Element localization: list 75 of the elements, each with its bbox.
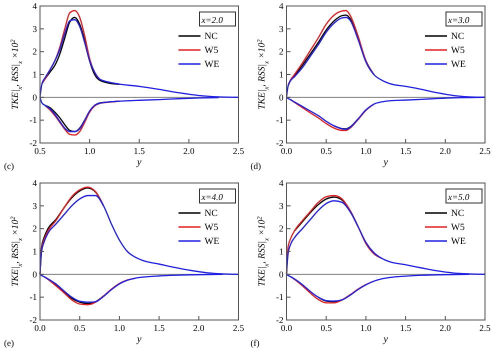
x-tick-label: 1.5 — [134, 146, 146, 156]
legend-title: x=5.0 — [447, 192, 470, 202]
x-tick-label: 2.5 — [232, 146, 245, 156]
y-tick-label: -2 — [276, 314, 284, 325]
x-axis-title: y — [382, 157, 389, 168]
text: (c) — [4, 161, 14, 171]
legend-title: x=4.0 — [200, 192, 224, 202]
y-tick-label: 4 — [279, 178, 284, 188]
y-tick-label: 1 — [279, 246, 284, 256]
x-axis-title: y — [382, 334, 389, 345]
y-tick-label: 1 — [32, 69, 37, 80]
x-tick-label: 1.5 — [153, 323, 166, 333]
y-tick-label: -1 — [30, 115, 37, 126]
x-tick-label: 1.5 — [400, 323, 412, 333]
legend-label: NC — [451, 209, 464, 220]
x-axis-title: y — [136, 157, 142, 168]
legend-label: W5 — [204, 46, 218, 56]
x-tick-label: 1.0 — [114, 323, 126, 333]
y-tick-label: -1 — [276, 115, 284, 126]
y-tick-label: 0 — [279, 269, 284, 280]
x-tick-label: 2.5 — [479, 146, 492, 156]
legend-label: NC — [204, 32, 218, 42]
y-tick-label: 3 — [32, 200, 38, 211]
y-tick-label: 0 — [32, 269, 38, 280]
y-tick-label: 0 — [279, 92, 284, 102]
y-tick-label: -2 — [30, 314, 37, 325]
legend-label: WE — [204, 60, 220, 70]
legend-label: W5 — [451, 46, 465, 56]
legend-label: WE — [451, 237, 466, 248]
y-tick-label: 3 — [279, 24, 284, 34]
legend-label: W5 — [204, 223, 218, 234]
x-tick-label: 1.0 — [360, 146, 372, 156]
x-axis-title: y — [136, 334, 142, 345]
legend-title: x=3.0 — [447, 15, 470, 25]
x-tick-label: 2.5 — [479, 323, 492, 333]
x-tick-label: 0.0 — [280, 146, 293, 156]
x-tick-label: 1.5 — [400, 146, 412, 156]
x-tick-label: 1.0 — [360, 323, 372, 333]
x-tick-label: 0.5 — [320, 146, 332, 156]
y-tick-label: 2 — [279, 46, 284, 57]
x-tick-label: 2.0 — [183, 146, 195, 156]
text: (d) — [250, 161, 261, 171]
x-tick-label: 2.0 — [440, 146, 452, 156]
legend-label: WE — [204, 237, 220, 248]
y-tick-label: 2 — [32, 224, 37, 234]
y-tick-label: -2 — [276, 138, 284, 148]
text: (e) — [4, 338, 14, 348]
legend-title: x=2.0 — [200, 15, 224, 25]
x-tick-label: 1.0 — [84, 146, 96, 156]
y-tick-label: 1 — [32, 246, 37, 256]
text: (f) — [250, 338, 260, 348]
y-tick-label: 4 — [32, 0, 38, 11]
legend-label: WE — [451, 60, 466, 70]
y-tick-label: 4 — [32, 178, 38, 188]
legend-label: NC — [204, 209, 218, 220]
y-tick-label: 2 — [32, 46, 37, 57]
legend-label: W5 — [451, 223, 465, 234]
y-tick-label: 3 — [279, 200, 284, 211]
x-tick-label: 0.0 — [34, 323, 46, 333]
y-tick-label: 2 — [279, 224, 284, 234]
y-tick-label: 1 — [279, 69, 284, 80]
x-tick-label: 2.0 — [193, 323, 205, 333]
x-tick-label: 0.5 — [34, 146, 46, 156]
y-tick-label: -2 — [30, 138, 37, 148]
x-tick-label: 0.5 — [320, 323, 332, 333]
y-tick-label: -1 — [30, 292, 37, 302]
y-tick-label: 0 — [32, 92, 38, 102]
y-tick-label: 3 — [32, 24, 38, 34]
y-tick-label: 4 — [279, 0, 284, 11]
x-tick-label: 2.0 — [440, 323, 452, 333]
y-tick-label: -1 — [276, 292, 284, 302]
legend-label: NC — [451, 32, 464, 42]
x-tick-label: 0.5 — [74, 323, 86, 333]
x-tick-label: 0.0 — [280, 323, 293, 333]
x-tick-label: 2.5 — [232, 323, 245, 333]
